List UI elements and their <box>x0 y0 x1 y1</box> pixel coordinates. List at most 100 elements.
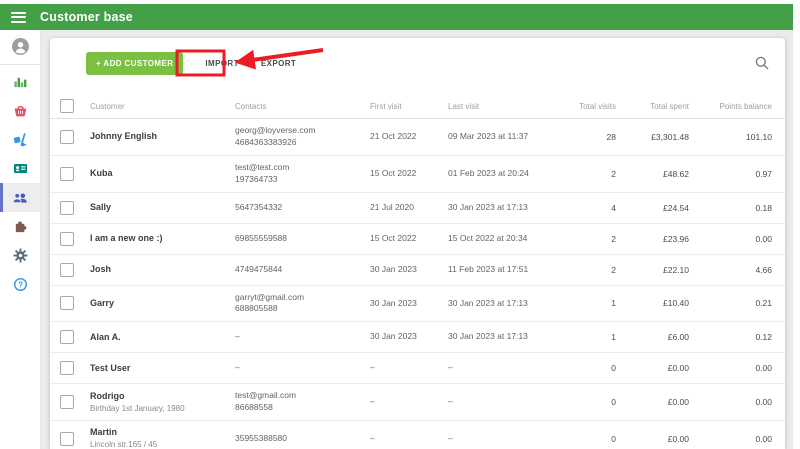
customer-row[interactable]: Martin Lincoln str.165 / 45 35955388580 … <box>50 421 785 449</box>
search-icon <box>755 56 769 70</box>
export-button[interactable]: EXPORT <box>253 52 304 75</box>
sidebar-item-employees[interactable] <box>0 154 40 183</box>
toolbar: + ADD CUSTOMER IMPORT EXPORT <box>50 52 785 75</box>
customer-row[interactable]: Rodrigo Birthday 1st January, 1980 test@… <box>50 384 785 422</box>
points-balance-cell: 0.12 <box>755 332 772 343</box>
col-header-contacts: Contacts <box>235 101 267 111</box>
sidebar-item-settings[interactable] <box>0 241 40 270</box>
menu-icon[interactable] <box>11 11 26 23</box>
row-checkbox[interactable] <box>60 231 74 246</box>
total-spent-cell: £3,301.48 <box>651 131 689 142</box>
total-visits-cell: 0 <box>611 397 616 408</box>
customer-name: I am a new one :) <box>90 232 163 243</box>
total-spent-cell: £10.40 <box>663 298 689 309</box>
points-balance-cell: 0.00 <box>755 363 772 374</box>
contacts-cell: test@test.com 197364733 <box>235 161 290 184</box>
row-checkbox[interactable] <box>60 330 74 345</box>
points-balance-cell: 101.10 <box>746 131 772 142</box>
contacts-cell: georg@loyverse.com 4684363383926 <box>235 125 316 147</box>
top-strip <box>0 0 800 4</box>
sidebar-item-apps[interactable] <box>0 212 40 241</box>
customer-row[interactable]: Sally 5647354332 21 Jul 2020 30 Jan 2023… <box>50 193 785 224</box>
select-all-checkbox[interactable] <box>60 99 74 113</box>
customer-name: Josh <box>90 263 112 274</box>
add-customer-button[interactable]: + ADD CUSTOMER <box>86 52 184 75</box>
row-checkbox[interactable] <box>60 361 74 376</box>
total-spent-cell: £0.00 <box>667 397 689 408</box>
last-visit-cell: 30 Jan 2023 at 17:13 <box>448 297 528 308</box>
customer-row[interactable]: Kuba test@test.com 197364733 15 Oct 2022 … <box>50 156 785 193</box>
contacts-cell: – <box>235 362 240 373</box>
col-header-customer: Customer <box>90 101 125 111</box>
sidebar-item-inventory[interactable] <box>0 125 40 154</box>
scrollbar-track[interactable] <box>793 0 800 449</box>
contacts-cell: garryt@gmail.com 688805588 <box>235 291 305 314</box>
customer-name: Johnny English <box>90 131 158 142</box>
sidebar-item-reports[interactable] <box>0 67 40 96</box>
first-visit-cell: – <box>370 362 375 373</box>
sidebar-item-items[interactable] <box>0 96 40 125</box>
first-visit-cell: 30 Jan 2023 <box>370 297 417 308</box>
last-visit-cell: 30 Jan 2023 at 17:13 <box>448 201 528 212</box>
table-header-row: Customer Contacts First visit Last visit… <box>50 94 785 119</box>
id-card-icon <box>13 164 27 173</box>
basket-icon <box>14 105 26 117</box>
customer-subtitle: Birthday 1st January, 1980 <box>90 404 185 414</box>
col-header-points-balance: Points balance <box>719 101 772 111</box>
people-icon <box>12 192 27 203</box>
table-body: Johnny English georg@loyverse.com 4684363… <box>50 119 785 449</box>
sidebar-item-customers[interactable] <box>0 183 40 212</box>
customer-name: Sally <box>90 201 112 212</box>
customer-row[interactable]: I am a new one :) 69855559588 15 Oct 202… <box>50 224 785 255</box>
customer-row[interactable]: Josh 4749475844 30 Jan 2023 11 Feb 2023 … <box>50 255 785 286</box>
points-balance-cell: 0.97 <box>755 168 772 179</box>
last-visit-cell: – <box>448 396 453 407</box>
first-visit-cell: – <box>370 396 375 407</box>
first-visit-cell: 21 Oct 2022 <box>370 130 417 141</box>
row-checkbox[interactable] <box>60 129 74 144</box>
customer-row[interactable]: Johnny English georg@loyverse.com 4684363… <box>50 119 785 156</box>
customer-name: Martin <box>90 427 117 438</box>
customer-list-card: + ADD CUSTOMER IMPORT EXPORT Cus <box>50 38 785 449</box>
total-spent-cell: £0.00 <box>667 433 689 444</box>
customer-row[interactable]: Alan A. – 30 Jan 2023 30 Jan 2023 at 17:… <box>50 322 785 354</box>
search-button[interactable] <box>754 55 770 74</box>
last-visit-cell: 01 Feb 2023 at 20:24 <box>448 167 529 178</box>
customer-name: Test User <box>90 362 131 373</box>
customer-name: Kuba <box>90 168 113 179</box>
total-spent-cell: £6.00 <box>667 332 689 343</box>
sidebar: ? <box>0 30 41 449</box>
import-button[interactable]: IMPORT <box>198 52 246 75</box>
last-visit-cell: 09 Mar 2023 at 11:37 <box>448 130 529 141</box>
row-checkbox[interactable] <box>60 200 74 215</box>
row-checkbox[interactable] <box>60 262 74 277</box>
row-checkbox[interactable] <box>60 395 74 410</box>
sidebar-item-help[interactable]: ? <box>0 270 40 299</box>
points-balance-cell: 4.66 <box>755 264 772 275</box>
contacts-cell: – <box>235 331 240 342</box>
row-checkbox[interactable] <box>60 431 74 446</box>
customer-row[interactable]: Test User – – – 0 £0.00 0.00 <box>50 353 785 385</box>
app-bar: Customer base <box>0 4 793 30</box>
row-checkbox[interactable] <box>60 166 74 181</box>
puzzle-icon <box>15 221 26 233</box>
col-header-last-visit: Last visit <box>448 101 480 111</box>
sidebar-item-account[interactable] <box>0 30 40 63</box>
page-title: Customer base <box>40 10 133 24</box>
total-visits-cell: 1 <box>611 332 616 343</box>
points-balance-cell: 0.00 <box>755 397 772 408</box>
last-visit-cell: – <box>448 432 453 443</box>
total-spent-cell: £48.62 <box>663 168 689 179</box>
contacts-cell: 5647354332 <box>235 201 283 212</box>
total-visits-cell: 0 <box>611 433 616 444</box>
customer-name: Alan A. <box>90 331 121 342</box>
total-visits-cell: 2 <box>611 233 616 244</box>
last-visit-cell: 15 Oct 2022 at 20:34 <box>448 232 528 243</box>
customer-row[interactable]: Garry garryt@gmail.com 688805588 30 Jan 2… <box>50 286 785 323</box>
customer-name: Garry <box>90 297 115 308</box>
total-visits-cell: 1 <box>611 298 616 309</box>
col-header-first-visit: First visit <box>370 101 402 111</box>
row-checkbox[interactable] <box>60 296 74 311</box>
total-spent-cell: £24.54 <box>663 202 689 213</box>
